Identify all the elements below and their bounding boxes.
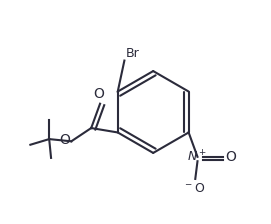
- Text: $N^+$: $N^+$: [187, 149, 208, 164]
- Text: O: O: [225, 150, 236, 164]
- Text: $^-$O: $^-$O: [183, 182, 205, 195]
- Text: O: O: [93, 88, 104, 101]
- Text: O: O: [59, 133, 70, 147]
- Text: Br: Br: [125, 47, 139, 60]
